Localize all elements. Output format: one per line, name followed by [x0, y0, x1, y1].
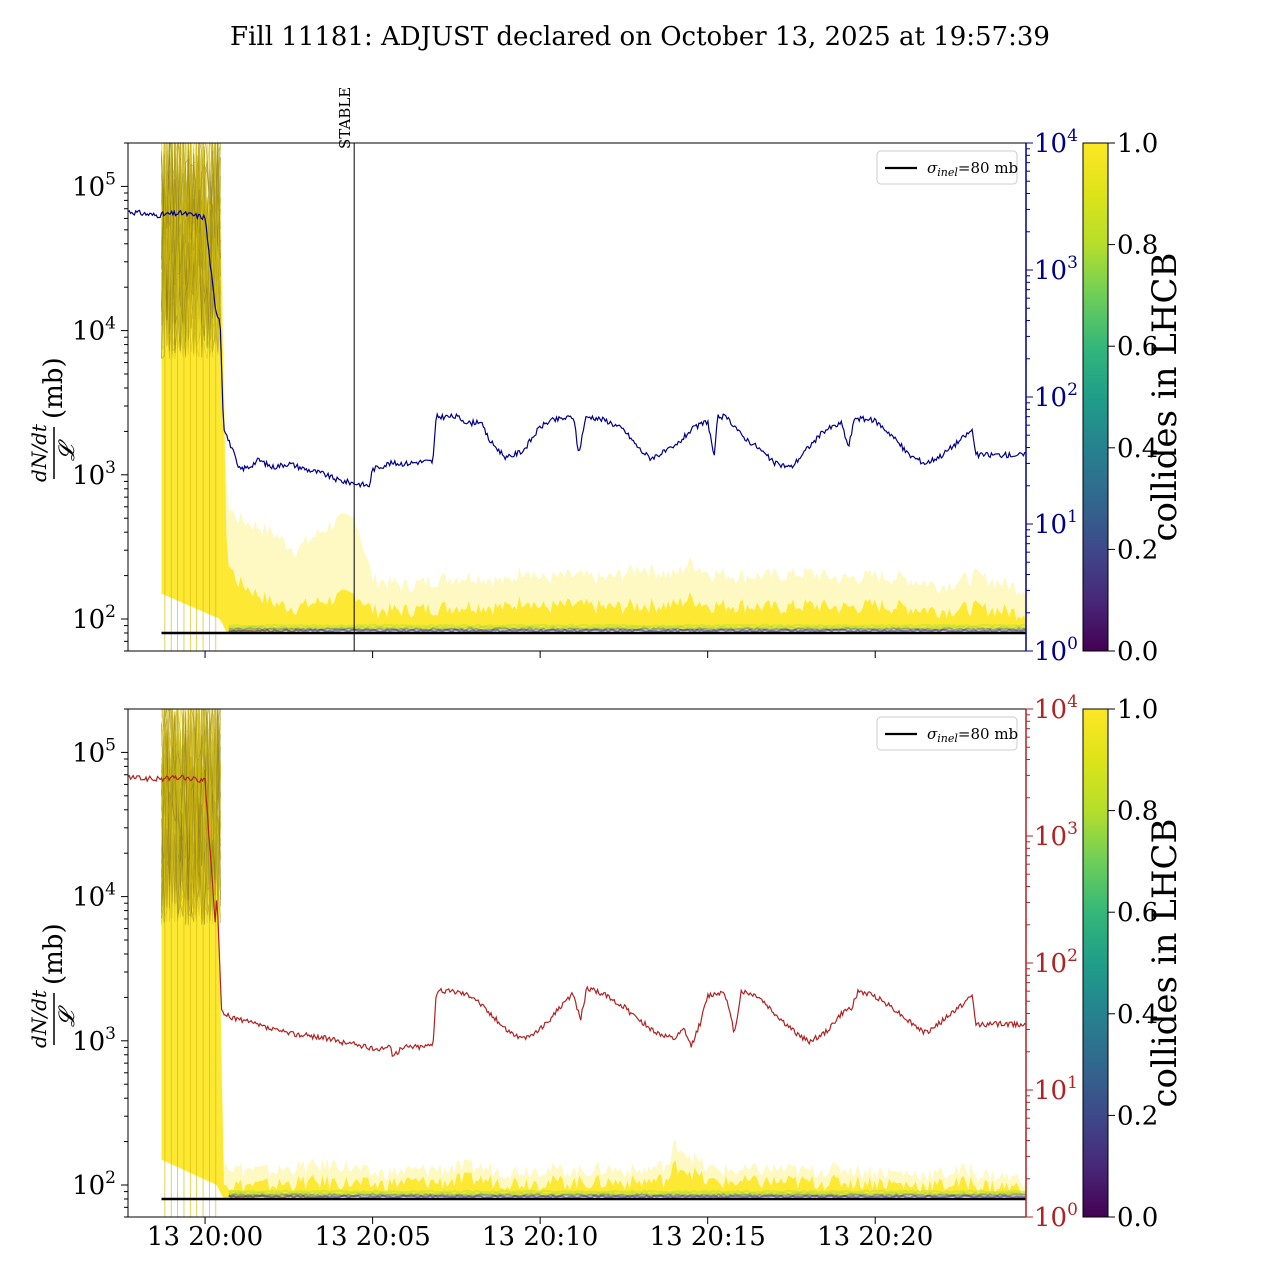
x-tick-label: 13 20:10 — [482, 1222, 598, 1252]
legend-box — [876, 716, 1018, 751]
right-tick-label: 104 — [1034, 692, 1078, 725]
bunch-strand — [228, 628, 1026, 633]
x-tick-label: 13 20:20 — [817, 1222, 933, 1252]
x-tick-label: 13 20:00 — [147, 1222, 263, 1252]
y-label-numerator: dN/dt — [27, 423, 51, 482]
right-tick-label: 102 — [1034, 380, 1078, 413]
plot-area — [128, 709, 1026, 1217]
chart-title: Fill 11181: ADJUST declared on October 1… — [230, 22, 1050, 52]
plot-frame — [127, 708, 1027, 1218]
colorbar: 0.0 0.2 0.4 0.6 0.8 1.0 collides in LHCB — [1082, 129, 1185, 667]
left-tick-label: 104 — [72, 880, 116, 913]
legend-label: σinel=80 mb — [927, 159, 1018, 179]
colorbar-tick-label: 1.0 — [1117, 695, 1158, 725]
colorbar-tick-label: 0.8 — [1117, 797, 1158, 827]
colorbar-tick-label: 0.0 — [1117, 1203, 1158, 1233]
bunch-band-outer — [161, 143, 1026, 633]
bunch-band-dense — [161, 200, 1026, 633]
left-tick-label: 103 — [72, 1024, 116, 1057]
legend: σinel=80 mb — [876, 716, 1018, 751]
left-tick-label: 102 — [72, 1168, 116, 1201]
colorbar-tick-label: 0.2 — [1117, 535, 1158, 565]
colorbar-tick-label: 0.4 — [1117, 434, 1158, 464]
right-tick-label: 103 — [1034, 819, 1078, 852]
left-tick-label: 105 — [72, 735, 116, 768]
bunch-strand — [228, 1194, 1026, 1199]
top-panel: STABLE 102 103 104 105 100 101 102 103 104 dN/dt 𝓛 (… — [27, 87, 1185, 667]
pre-collision-traces — [161, 143, 221, 360]
total-rate-line — [128, 209, 1026, 489]
right-tick-label: 100 — [1034, 1200, 1078, 1233]
colorbar-tick-label: 0.6 — [1117, 332, 1158, 362]
bunch-strand — [228, 623, 1026, 628]
colorbar-label: collides in LHCB — [1145, 252, 1185, 541]
bunch-band-dense — [161, 766, 1026, 1199]
stable-marker-label: STABLE — [336, 87, 354, 149]
y-label-unit: (mb) — [39, 357, 69, 419]
colorbar: 0.0 0.2 0.4 0.6 0.8 1.0 collides in LHCB — [1082, 695, 1185, 1233]
colorbar-tick-label: 0.0 — [1117, 637, 1158, 667]
bottom-panel: 102 103 104 105 100 101 102 103 104 13 20:00 13 20… — [27, 692, 1185, 1252]
y-label-unit: (mb) — [39, 923, 69, 985]
colorbar-gradient — [1082, 708, 1109, 1218]
legend: σinel=80 mb — [876, 150, 1018, 185]
left-tick-label: 104 — [72, 314, 116, 347]
right-tick-label: 101 — [1034, 1073, 1078, 1106]
left-tick-label: 102 — [72, 602, 116, 635]
left-tick-label: 105 — [72, 169, 116, 202]
plot-area — [128, 143, 1026, 651]
bunch-strand — [228, 1191, 1026, 1196]
bunch-strand — [228, 625, 1026, 630]
colorbar-gradient — [1082, 142, 1109, 652]
y-label-numerator: dN/dt — [27, 989, 51, 1048]
total-rate-line — [128, 774, 1026, 1057]
right-tick-label: 101 — [1034, 507, 1078, 540]
colorbar-tick-label: 0.4 — [1117, 1000, 1158, 1030]
colorbar-tick-label: 0.6 — [1117, 898, 1158, 928]
x-tick-label: 13 20:05 — [314, 1222, 430, 1252]
left-tick-label: 103 — [72, 458, 116, 491]
bunch-band-outer — [161, 709, 1026, 1199]
y-axis-label: dN/dt 𝓛 (mb) — [27, 357, 80, 482]
y-label-denominator: 𝓛 — [55, 1005, 80, 1027]
right-tick-label: 104 — [1034, 126, 1078, 159]
right-tick-label: 100 — [1034, 634, 1078, 667]
right-tick-label: 103 — [1034, 253, 1078, 286]
colorbar-tick-label: 0.2 — [1117, 1101, 1158, 1131]
right-tick-label: 102 — [1034, 946, 1078, 979]
colorbar-label: collides in LHCB — [1145, 818, 1185, 1107]
legend-label: σinel=80 mb — [927, 725, 1018, 745]
bunch-strand — [228, 1189, 1026, 1194]
y-label-denominator: 𝓛 — [55, 439, 80, 461]
legend-box — [876, 150, 1018, 185]
colorbar-tick-label: 1.0 — [1117, 129, 1158, 159]
x-tick-label: 13 20:15 — [650, 1222, 766, 1252]
colorbar-tick-label: 0.8 — [1117, 231, 1158, 261]
